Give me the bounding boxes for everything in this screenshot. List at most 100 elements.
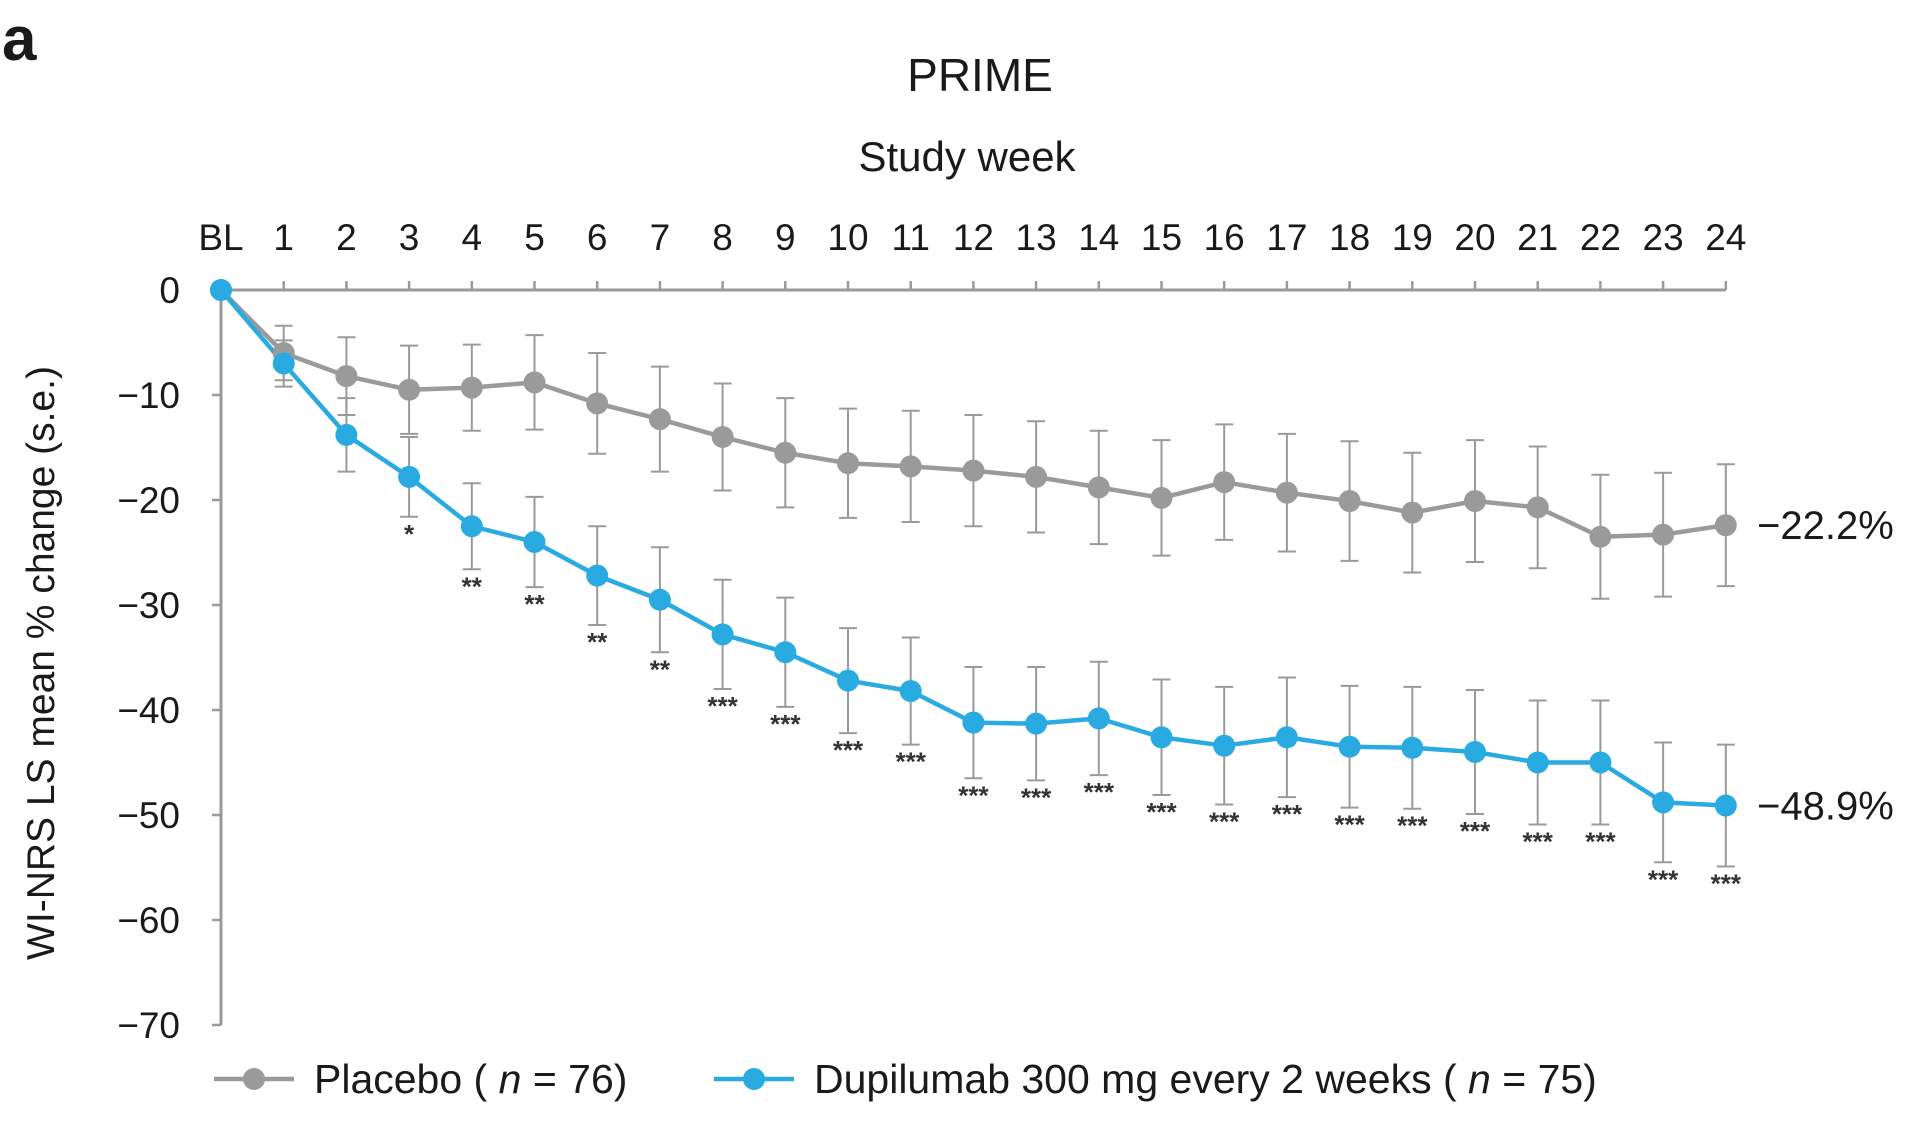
legend-label: Dupilumab 300 mg every 2 weeks ( n = 75) <box>814 1056 1597 1102</box>
axes: BL 1 2 3 4 5 6 7 8 9 10 11 12 13 14 15 16 17 18 19 20 21 22 23 2… <box>117 217 1746 1046</box>
x-tick-label: 22 <box>1580 217 1621 258</box>
placebo-point <box>1464 490 1486 513</box>
legend-marker <box>743 1068 765 1090</box>
dupilumab-point <box>1464 741 1486 763</box>
significance-marker: *** <box>1648 864 1679 894</box>
y-axis-label: WI-NRS LS mean % change (s.e.) <box>20 366 63 960</box>
y-tick-label: −20 <box>117 480 180 521</box>
dupilumab-point <box>899 680 922 703</box>
significance-marker: * <box>404 519 415 549</box>
placebo-point <box>1213 471 1236 494</box>
significance-marker: *** <box>1711 868 1742 898</box>
legend-marker <box>243 1068 265 1090</box>
placebo-point <box>774 441 797 464</box>
y-tick-label: −30 <box>117 585 180 626</box>
x-tick-label: 3 <box>399 217 420 258</box>
x-tick-label: 8 <box>712 217 733 258</box>
significance-marker: *** <box>958 780 989 810</box>
y-tick-label: −50 <box>117 795 180 836</box>
x-tick-label: 16 <box>1204 217 1245 258</box>
significance-marker: *** <box>1084 777 1115 807</box>
end-labels: −22.2% −48.9% <box>1757 504 1894 828</box>
placebo-point <box>1589 525 1612 548</box>
legend-label: Placebo ( n = 76) <box>314 1056 627 1102</box>
significance-marker: ** <box>650 654 671 684</box>
dupilumab-end-label: −48.9% <box>1757 785 1894 829</box>
y-tick-label: −40 <box>117 690 180 731</box>
x-tick-label: 15 <box>1141 217 1182 258</box>
dupilumab-point <box>1338 735 1361 758</box>
x-tick-label: 20 <box>1454 217 1495 258</box>
x-tick-label: 24 <box>1705 217 1746 258</box>
significance-marker: *** <box>707 691 738 721</box>
x-tick-label: 18 <box>1329 217 1370 258</box>
placebo-point <box>1652 523 1675 546</box>
x-tick-label: 19 <box>1392 217 1433 258</box>
x-tick-label: 23 <box>1643 217 1684 258</box>
placebo-point <box>1275 481 1298 504</box>
x-tick-label: 10 <box>827 217 868 258</box>
dupilumab-point <box>774 641 797 664</box>
dupilumab-point <box>1401 736 1424 759</box>
x-tick-label: BL <box>198 217 243 258</box>
placebo-point <box>586 392 609 415</box>
placebo-point <box>1087 476 1110 499</box>
x-tick-label: 2 <box>336 217 357 258</box>
placebo-point <box>398 378 421 401</box>
x-tick-label: 11 <box>891 217 929 258</box>
dupilumab-point <box>460 515 483 538</box>
significance-marker: *** <box>1397 811 1428 841</box>
dupilumab-point <box>398 465 421 488</box>
significance-marker: *** <box>1585 826 1616 856</box>
placebo-point <box>837 452 859 475</box>
dupilumab-point <box>210 279 232 301</box>
significance-marker: *** <box>833 735 864 765</box>
placebo-point <box>460 376 483 399</box>
dupilumab-point <box>1150 726 1173 749</box>
significance-marker: *** <box>1021 782 1052 812</box>
placebo-point <box>1025 465 1048 488</box>
x-axis-label: Study week <box>858 133 1076 180</box>
significance-marker: *** <box>1334 810 1365 840</box>
series-markers <box>210 279 1737 817</box>
significance-marker: ** <box>524 589 545 619</box>
y-tick-label: 0 <box>159 270 180 311</box>
x-tick-label: 7 <box>650 217 671 258</box>
panel-label: a <box>2 5 37 74</box>
dupilumab-point <box>1275 726 1298 749</box>
placebo-legend-item: Placebo ( n = 76) <box>214 1056 627 1102</box>
significance-marker: *** <box>1209 807 1240 837</box>
significance-marker: *** <box>896 747 927 777</box>
dupilumab-point <box>1526 751 1549 774</box>
dupilumab-point <box>837 669 859 692</box>
placebo-point <box>523 371 546 394</box>
x-tick-label: 4 <box>462 217 483 258</box>
placebo-point <box>711 426 734 448</box>
y-tick-label: −10 <box>117 375 180 416</box>
significance-marker: *** <box>770 709 801 739</box>
placebo-point <box>1401 501 1424 524</box>
x-tick-label: 21 <box>1517 217 1558 258</box>
significance-marker: *** <box>1523 826 1554 856</box>
dupilumab-point <box>1087 707 1110 730</box>
placebo-point <box>648 408 671 431</box>
placebo-point <box>335 365 358 388</box>
placebo-point <box>1150 486 1173 509</box>
dupilumab-point <box>1213 734 1236 757</box>
significance-marker: ** <box>462 571 483 601</box>
dupilumab-point <box>335 423 358 446</box>
dupilumab-point <box>272 352 295 375</box>
dupilumab-point <box>586 564 609 587</box>
significance-marker: ** <box>587 627 608 657</box>
legend: Placebo ( n = 76) Dupilumab 300 mg every … <box>214 1056 1597 1102</box>
y-tick-label: −70 <box>117 1005 180 1046</box>
x-tick-label: 1 <box>273 217 294 258</box>
x-tick-label: 5 <box>524 217 545 258</box>
placebo-point <box>1338 490 1361 513</box>
x-tick-label: 17 <box>1266 217 1307 258</box>
placebo-point <box>962 459 985 482</box>
significance-marker: *** <box>1460 816 1491 846</box>
significance-markers: ****************** ****** *** ****** *** *** *… <box>404 519 1742 899</box>
